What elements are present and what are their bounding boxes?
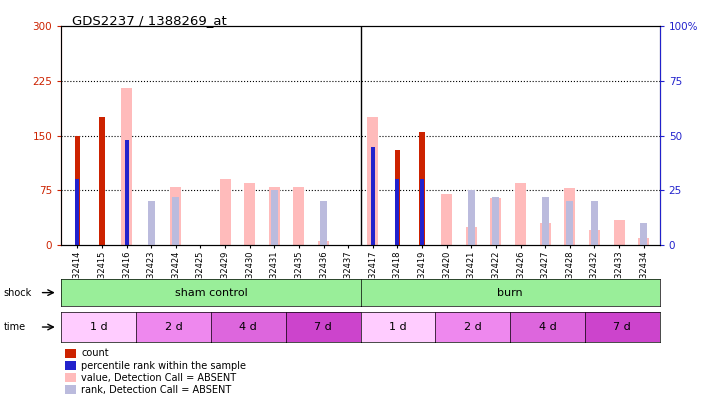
Text: 7 d: 7 d <box>614 322 631 332</box>
Bar <box>420 179 424 245</box>
Bar <box>589 230 600 245</box>
Bar <box>293 187 304 245</box>
Bar <box>125 140 128 245</box>
Bar <box>614 220 624 245</box>
Text: percentile rank within the sample: percentile rank within the sample <box>81 360 247 371</box>
Bar <box>420 132 425 245</box>
Bar <box>515 183 526 245</box>
Text: value, Detection Call = ABSENT: value, Detection Call = ABSENT <box>81 373 236 383</box>
Bar <box>320 201 327 245</box>
Text: sham control: sham control <box>174 288 247 298</box>
Bar <box>99 117 105 245</box>
Bar <box>565 188 575 245</box>
Bar <box>172 197 180 245</box>
Bar <box>244 183 255 245</box>
Text: rank, Detection Call = ABSENT: rank, Detection Call = ABSENT <box>81 385 231 395</box>
Bar <box>541 197 549 245</box>
Bar <box>490 198 502 245</box>
Bar <box>269 187 280 245</box>
Bar <box>441 194 452 245</box>
Bar <box>638 238 649 245</box>
Bar <box>318 241 329 245</box>
Text: 4 d: 4 d <box>539 322 557 332</box>
Bar <box>371 147 375 245</box>
Text: 2 d: 2 d <box>464 322 482 332</box>
Text: 2 d: 2 d <box>164 322 182 332</box>
Bar <box>539 223 551 245</box>
Bar <box>468 190 474 245</box>
Bar <box>75 179 79 245</box>
Text: 7 d: 7 d <box>314 322 332 332</box>
Bar <box>219 179 231 245</box>
Bar <box>492 197 500 245</box>
Bar <box>148 201 154 245</box>
Text: 1 d: 1 d <box>90 322 107 332</box>
Bar <box>367 117 379 245</box>
Bar <box>271 190 278 245</box>
Bar <box>74 136 80 245</box>
Text: 4 d: 4 d <box>239 322 257 332</box>
Bar <box>394 150 400 245</box>
Bar <box>396 179 399 245</box>
Bar <box>466 227 477 245</box>
Bar <box>640 223 647 245</box>
Text: burn: burn <box>497 288 523 298</box>
Bar <box>591 201 598 245</box>
Text: 1 d: 1 d <box>389 322 407 332</box>
Bar <box>170 187 182 245</box>
Text: time: time <box>4 322 26 332</box>
Text: GDS2237 / 1388269_at: GDS2237 / 1388269_at <box>72 14 227 27</box>
Text: count: count <box>81 348 109 358</box>
Bar <box>567 201 573 245</box>
Bar <box>121 88 132 245</box>
Text: shock: shock <box>4 288 32 298</box>
